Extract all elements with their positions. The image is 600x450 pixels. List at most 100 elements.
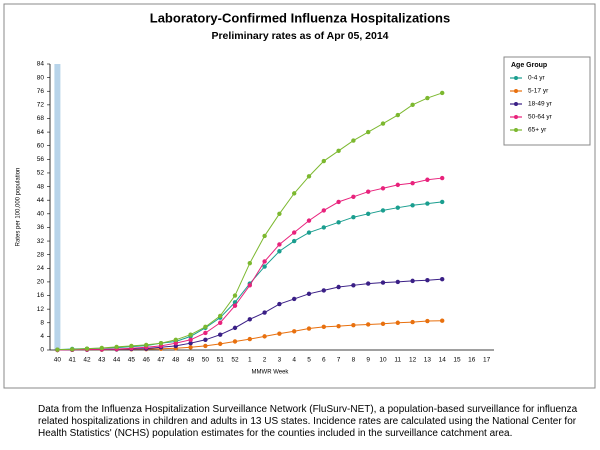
y-tick-label: 72 [37, 102, 45, 109]
data-point [336, 199, 341, 205]
y-tick-label: 80 [37, 74, 45, 81]
data-point [336, 284, 341, 290]
legend-title: Age Group [511, 62, 547, 69]
y-tick-label: 56 [37, 156, 45, 163]
data-point [395, 182, 400, 188]
y-tick-label: 16 [37, 292, 45, 299]
data-point [306, 326, 312, 331]
data-point [410, 278, 415, 284]
x-tick-label: 8 [352, 357, 356, 364]
legend-marker [514, 128, 518, 132]
data-point [425, 318, 430, 324]
data-point [99, 345, 105, 351]
caption-line: Health Statistics' (NCHS) population est… [38, 428, 513, 439]
x-tick-label: 2 [263, 357, 267, 364]
y-axis-label: Rates per 100,000 population [16, 168, 22, 247]
x-tick-label: 9 [366, 357, 370, 364]
caption: Data from the Influenza Hospitalization … [38, 404, 598, 440]
y-tick-label: 36 [37, 224, 45, 231]
first-week-column [54, 64, 61, 350]
chart-subtitle: Preliminary rates as of Apr 05, 2014 [211, 30, 388, 42]
data-point [262, 264, 267, 269]
data-point [321, 225, 326, 230]
data-point [70, 347, 75, 352]
data-point [395, 205, 400, 210]
legend-marker [514, 89, 518, 93]
y-tick-label: 8 [40, 319, 44, 326]
data-point [144, 342, 149, 348]
data-point [440, 90, 445, 96]
x-tick-label: 7 [337, 357, 341, 364]
data-point [321, 208, 326, 213]
data-point [84, 346, 90, 351]
y-tick-label: 32 [37, 238, 45, 245]
data-point [380, 321, 386, 326]
data-point [410, 203, 415, 208]
data-point [425, 95, 430, 101]
x-tick-label: 11 [394, 357, 401, 364]
data-point [114, 344, 119, 350]
data-point [351, 138, 356, 143]
x-tick-label: 46 [143, 357, 151, 364]
x-tick-label: 15 [453, 357, 461, 364]
x-tick-label: 12 [409, 357, 417, 364]
data-point [410, 180, 415, 186]
data-point [262, 233, 267, 239]
y-tick-label: 68 [37, 115, 45, 122]
data-point [351, 215, 356, 220]
data-point [203, 324, 208, 330]
data-point [232, 325, 238, 331]
data-point [351, 283, 356, 288]
y-tick-label: 28 [37, 251, 45, 258]
data-point [351, 194, 356, 199]
caption-line: Data from the Influenza Hospitalization … [38, 404, 578, 415]
data-point [380, 121, 386, 126]
caption-line: related hospitalizations in children and… [38, 416, 577, 427]
x-tick-label: 45 [128, 357, 136, 364]
x-tick-label: 1 [248, 357, 252, 364]
legend-marker [514, 115, 518, 119]
data-point [380, 186, 386, 191]
x-tick-label: 5 [307, 357, 311, 364]
x-tick-label: 42 [83, 357, 91, 364]
y-tick-label: 48 [37, 183, 45, 190]
data-point [321, 324, 326, 330]
data-point [321, 288, 326, 293]
data-point [262, 334, 267, 339]
data-point [188, 345, 193, 350]
data-point [380, 208, 386, 213]
data-point [232, 293, 238, 298]
x-tick-label: 47 [157, 357, 165, 364]
y-tick-label: 4 [40, 333, 44, 340]
data-point [277, 249, 282, 254]
data-point [366, 322, 371, 327]
x-tick-label: 6 [322, 357, 326, 364]
data-point [277, 331, 282, 336]
data-point [366, 281, 371, 286]
legend-label: 5-17 yr [528, 88, 549, 95]
data-point [158, 340, 164, 346]
data-point [366, 129, 371, 135]
series-line [57, 201, 443, 351]
y-tick-label: 60 [37, 142, 45, 149]
data-point [247, 336, 252, 342]
chart-frame [3, 3, 596, 389]
legend-label: 65+ yr [528, 127, 547, 134]
data-point [425, 278, 430, 283]
data-point [440, 175, 445, 181]
data-point [351, 322, 356, 328]
data-point [366, 211, 371, 217]
y-tick-label: 52 [37, 170, 45, 177]
data-point [395, 112, 400, 118]
data-point [55, 347, 60, 352]
y-tick-label: 12 [37, 306, 45, 313]
data-point [232, 303, 238, 308]
x-tick-label: 41 [69, 357, 77, 364]
legend-label: 50-64 yr [528, 114, 553, 121]
data-point [336, 220, 341, 225]
data-point [410, 102, 415, 108]
data-point [292, 191, 297, 196]
data-point [262, 310, 267, 315]
legend-marker [514, 76, 518, 80]
